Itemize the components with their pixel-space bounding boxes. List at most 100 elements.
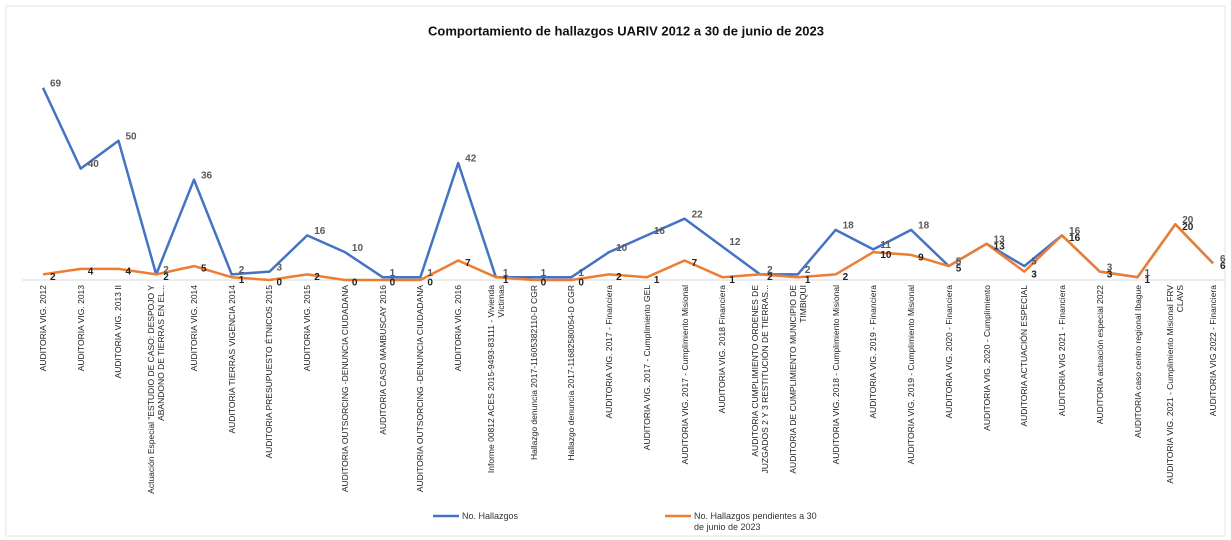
- x-tick-label: AUDITORIA TIERRAS VIGENCIA 2014: [226, 285, 237, 434]
- x-tick-label: AUDITORIA CUMPLIMIENTO ORDENES DE JUZGAD…: [750, 285, 771, 474]
- x-tick-label: AUDITORIA VIG. 2013: [75, 285, 86, 372]
- data-label: 2: [314, 272, 320, 283]
- data-label: 7: [465, 258, 471, 269]
- data-label: 5: [956, 257, 962, 268]
- x-tick-label: AUDITORIA VIG 2021 - Financiera: [1057, 285, 1068, 417]
- data-label: 2: [805, 265, 811, 276]
- data-label: 2: [843, 272, 849, 283]
- data-label: 40: [88, 159, 100, 170]
- data-label: 11: [880, 240, 891, 251]
- x-tick-label: AUDITORIA PRESUPUESTO ÉTNICOS 2015: [264, 285, 275, 459]
- data-label: 3: [1031, 269, 1037, 280]
- data-label: 1: [578, 268, 584, 279]
- data-label: 1: [239, 275, 245, 286]
- series-line: [41, 87, 1214, 279]
- data-label: 1: [729, 275, 735, 286]
- x-tick-label: AUDITORIA VIG. 2017 - Financiera: [604, 285, 615, 419]
- x-tick-label: AUDITORIA VIG. 2013 II: [113, 285, 124, 379]
- x-tick-label: AUDITORIA ACTUACIÓN ESPECIAL: [1019, 285, 1030, 427]
- x-tick-label: AUDITORIA CASO MAMBUSCAY 2016: [377, 285, 388, 435]
- data-label: 20: [1182, 215, 1194, 226]
- data-label: 69: [50, 78, 62, 89]
- data-label: 2: [616, 272, 622, 283]
- data-label: 18: [843, 220, 855, 231]
- data-label: 12: [729, 237, 741, 248]
- x-tick-label: AUDITORIA VIG. 2017 - Cumplimiento GEL: [641, 285, 652, 451]
- data-label: 1: [654, 275, 660, 286]
- data-label: 2: [767, 272, 773, 283]
- data-label: 0: [427, 278, 433, 289]
- x-tick-label: AUDITORIA VIG. 2012: [38, 285, 48, 372]
- data-label: 1: [427, 268, 433, 279]
- data-label: 2: [767, 265, 773, 276]
- x-tick-label: AUDITORIA VIG. 2015: [302, 285, 313, 372]
- x-tick-label: AUDITORIA VIG. 2019 - Cumplimiento Misio…: [906, 285, 917, 465]
- data-label: 6: [1220, 254, 1226, 265]
- data-label: 1: [503, 275, 509, 286]
- data-label: 16: [314, 226, 326, 237]
- x-tick-label: AUDITORIA DE CUMPLIMIENTO MUNICIPIO DE T…: [787, 285, 808, 474]
- data-label: 5: [1031, 257, 1037, 268]
- data-label: 2: [163, 265, 169, 276]
- legend-label: No. Hallazgos: [462, 511, 519, 521]
- data-label: 4: [125, 266, 131, 277]
- data-label: 1: [541, 268, 547, 279]
- x-tick-label: AUDITORIA VIG. 2021 - Cumplimiento Misio…: [1165, 285, 1186, 484]
- data-label: 16: [654, 226, 666, 237]
- data-label: 13: [994, 241, 1006, 252]
- data-label: 0: [578, 278, 584, 289]
- data-label: 18: [918, 220, 930, 231]
- x-tick-label: Informe 00812 ACES 2015-9493-83111 - Viv…: [485, 285, 506, 474]
- x-tick-label: AUDITORIA VIG. 2017 - Cumplimiento Misio…: [679, 285, 690, 465]
- data-label: 3: [276, 262, 282, 273]
- data-label: 16: [1069, 233, 1081, 244]
- data-label: 5: [201, 264, 207, 275]
- data-label: 6: [1220, 261, 1226, 272]
- x-tick-label: Hallazgo denuncia 2017-11605382110-D CGR: [528, 285, 539, 460]
- x-tick-label: AUDITORIA VIG. 2014: [188, 285, 199, 372]
- x-tick-label: AUDITORIA caso centro regional Ibague: [1132, 285, 1143, 438]
- x-tick-label: AUDITORIA VIG. 2019 - Financiera: [868, 285, 879, 419]
- data-label: 22: [692, 209, 704, 220]
- x-tick-label: AUDITORIA VIG. 2018 Financiera: [717, 285, 728, 414]
- data-label: 0: [541, 278, 547, 289]
- data-label: 0: [276, 278, 282, 289]
- legend-label: No. Hallazgos pendientes a 30 de junio d…: [694, 511, 817, 532]
- data-label: 9: [918, 253, 924, 264]
- data-label: 2: [163, 272, 169, 283]
- x-tick-label: Hallazgo denuncia 2017-11682580054-D CGR: [566, 285, 577, 461]
- x-tick-label: AUDITORIA OUTSORCING -DENUNCIA CIUDADANA: [415, 285, 426, 493]
- data-label: 1: [805, 275, 811, 286]
- data-label: 1: [1145, 268, 1151, 279]
- x-tick-label: AUDITORIA OUTSORCING -DENUNCIA CIUDADANA: [339, 285, 350, 493]
- data-label: 10: [616, 243, 628, 254]
- data-label: 7: [692, 258, 698, 269]
- data-label: 13: [994, 234, 1006, 245]
- data-label: 10: [352, 243, 364, 254]
- data-label: 1: [503, 268, 509, 279]
- x-tick-label: AUDITORIA VIG. 2016: [453, 285, 464, 372]
- x-tick-label: AUDITORIA VIG 2022 - Financiera: [1208, 285, 1218, 417]
- data-label: 3: [1107, 269, 1113, 280]
- data-label: 2: [239, 265, 245, 276]
- data-label: 2: [50, 272, 56, 283]
- x-tick-label: AUDITORIA VIG. 2020 - Cumplimiento: [981, 285, 992, 431]
- data-label: 1: [1145, 275, 1151, 286]
- data-label: 4: [88, 266, 94, 277]
- series-line: [42, 223, 1214, 282]
- data-label: 50: [125, 131, 137, 142]
- data-label: 16: [1069, 226, 1081, 237]
- data-label: 5: [956, 264, 962, 275]
- chart-border: [5, 5, 1226, 537]
- x-tick-label: AUDITORIA actuación especial 2022: [1094, 285, 1105, 425]
- x-tick-label: AUDITORIA VIG. 2020 - Financiera: [943, 285, 954, 419]
- data-label: 0: [390, 278, 396, 289]
- data-label: 3: [1107, 262, 1113, 273]
- x-tick-label: AUDITORIA VIG. 2018 - Cumplimiento Misio…: [830, 285, 841, 465]
- data-label: 20: [1182, 222, 1194, 233]
- data-label: 10: [880, 250, 892, 261]
- data-label: 1: [390, 268, 396, 279]
- chart-title: Comportamiento de hallazgos UARIV 2012 a…: [428, 23, 824, 38]
